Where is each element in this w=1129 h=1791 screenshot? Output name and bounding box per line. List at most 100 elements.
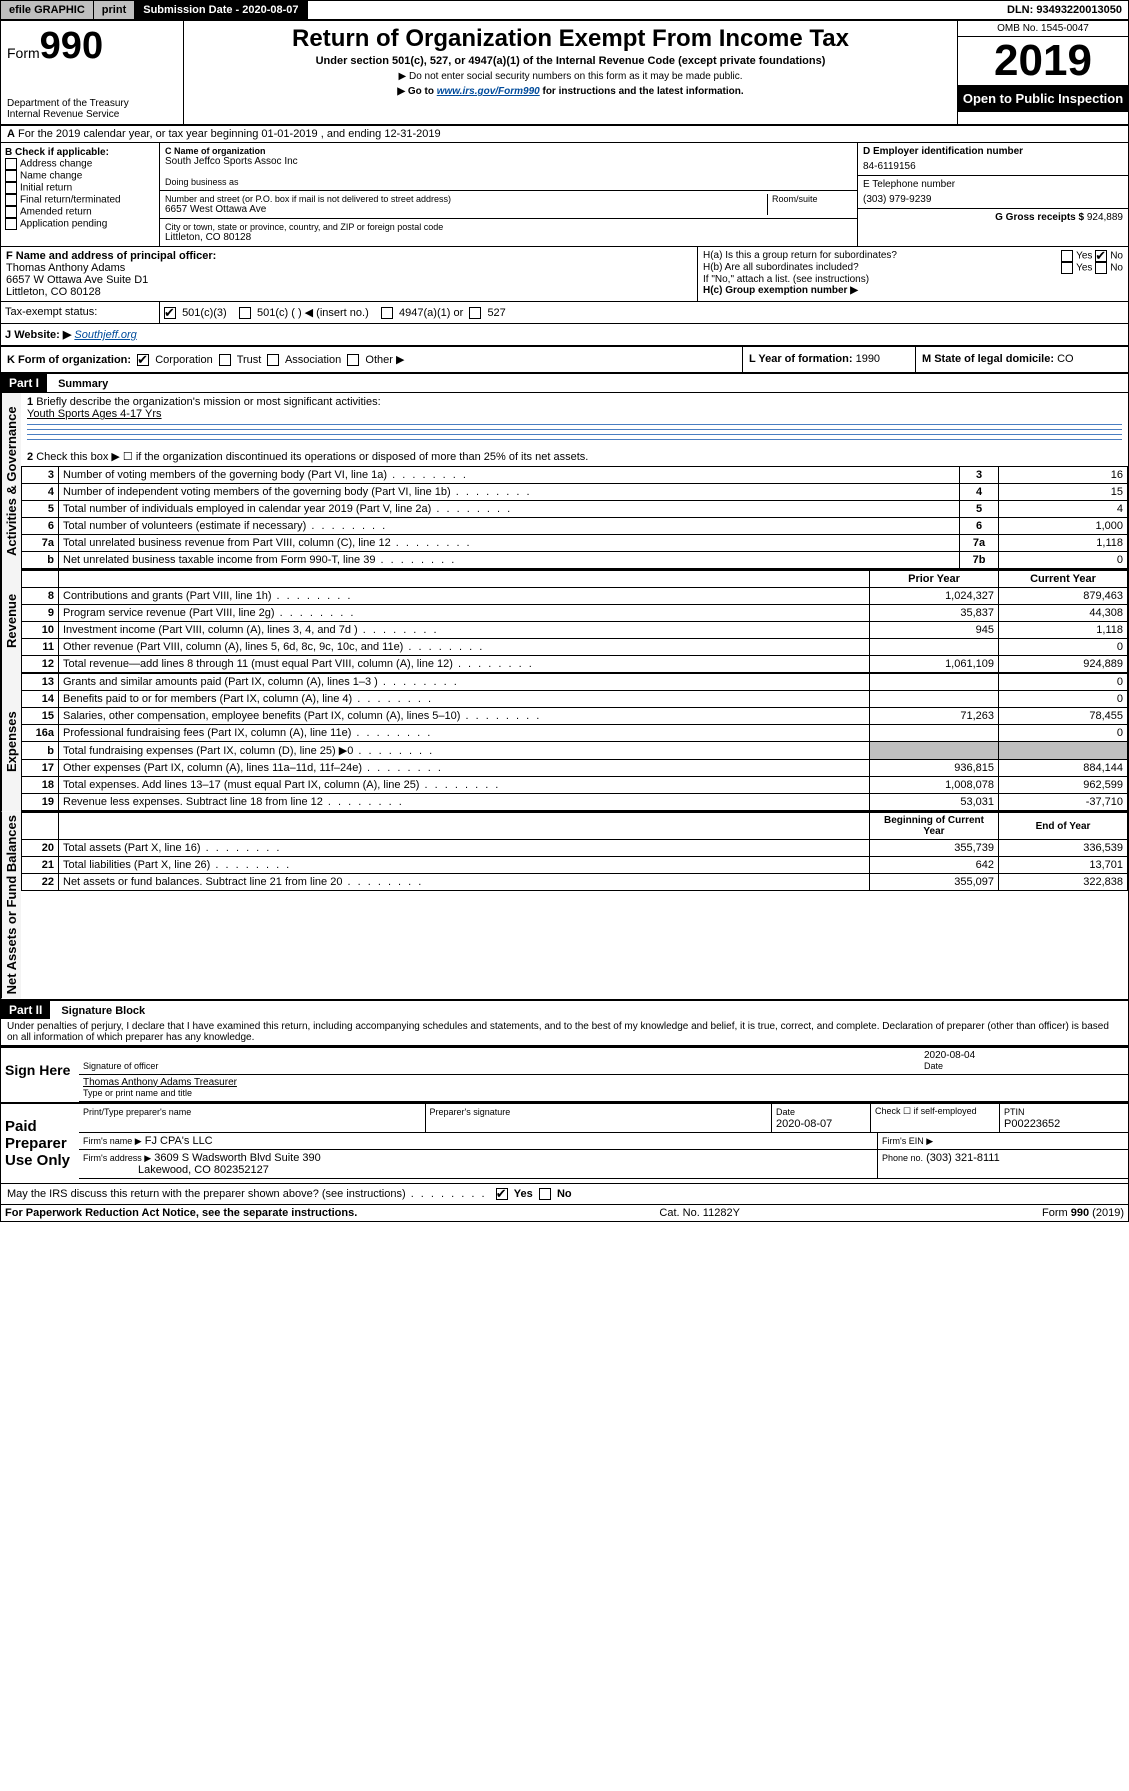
dba-lbl: Doing business as (165, 177, 852, 187)
part2-header: Part II Signature Block (1, 1001, 1128, 1019)
table-row: 13Grants and similar amounts paid (Part … (22, 674, 1128, 691)
k-other[interactable]: Other ▶ (365, 354, 404, 366)
k-lbl: K Form of organization: (7, 354, 131, 366)
prep-row3: Firm's address ▶ 3609 S Wadsworth Blvd S… (79, 1150, 1128, 1179)
prep-row2: Firm's name ▶ FJ CPA's LLC Firm's EIN ▶ (79, 1133, 1128, 1150)
cat-no: Cat. No. 11282Y (659, 1207, 740, 1219)
phone-val: (303) 979-9239 (863, 194, 1123, 205)
table-row: 5Total number of individuals employed in… (22, 501, 1128, 518)
self-emp[interactable]: Check ☐ if self-employed (871, 1104, 1000, 1133)
city: Littleton, CO 80128 (165, 232, 852, 243)
na-table: Beginning of Current Year End of Year 20… (21, 811, 1128, 891)
part2-sub: Signature Block (53, 1005, 145, 1017)
phone-cell: E Telephone number (303) 979-9239 (858, 176, 1128, 209)
sig-date: 2020-08-04 (924, 1050, 975, 1061)
prep-date: 2020-08-07 (776, 1118, 832, 1130)
typed-name: Thomas Anthony Adams Treasurer (83, 1077, 237, 1088)
prep-date-lbl: Date (776, 1107, 795, 1117)
footer: For Paperwork Reduction Act Notice, see … (1, 1204, 1128, 1221)
table-row: bNet unrelated business taxable income f… (22, 552, 1128, 569)
j-cell: J Website: ▶ Southjeff.org (1, 324, 141, 345)
goto-pre: ▶ Go to (397, 86, 436, 97)
k-corp[interactable]: Corporation (155, 354, 212, 366)
i-opts: 501(c)(3) 501(c) ( ) ◀ (insert no.) 4947… (160, 302, 1128, 323)
part1-title: Part I (1, 374, 47, 392)
chk-name[interactable]: Name change (5, 170, 155, 182)
top-bar: efile GRAPHIC print Submission Date - 20… (0, 0, 1129, 20)
f-h-section: F Name and address of principal officer:… (1, 247, 1128, 302)
col-c: C Name of organization South Jeffco Spor… (160, 143, 857, 246)
discuss-text: May the IRS discuss this return with the… (7, 1188, 406, 1200)
form-990: Form990 Department of the Treasury Inter… (0, 20, 1129, 1222)
l1-lbl: Briefly describe the organization's miss… (36, 396, 380, 408)
table-row: 19Revenue less expenses. Subtract line 1… (22, 794, 1128, 811)
i-501c3[interactable]: 501(c)(3) (182, 307, 227, 319)
org-name: South Jeffco Sports Assoc Inc (165, 156, 852, 167)
website-link[interactable]: Southjeff.org (74, 329, 136, 341)
firm-name: FJ CPA's LLC (145, 1135, 213, 1147)
table-row: bTotal fundraising expenses (Part IX, co… (22, 742, 1128, 760)
part2-title: Part II (1, 1001, 50, 1019)
ha-no[interactable]: No (1110, 251, 1123, 262)
hb-row: H(b) Are all subordinates included? Yes … (703, 262, 1123, 274)
chk-final[interactable]: Final return/terminated (5, 194, 155, 206)
ha-yes[interactable]: Yes (1076, 251, 1092, 262)
col-b-checks: B Check if applicable: Address change Na… (1, 143, 160, 246)
form-prefix: Form (7, 45, 40, 61)
sig-officer-row: Signature of officer 2020-08-04Date (79, 1048, 1128, 1075)
ha-row: H(a) Is this a group return for subordin… (703, 250, 1123, 262)
k-assoc[interactable]: Association (285, 354, 341, 366)
dln: DLN: 93493220013050 (1001, 2, 1128, 18)
m-val: CO (1057, 353, 1074, 365)
mission: Youth Sports Ages 4-17 Yrs (27, 408, 162, 420)
table-row: 11Other revenue (Part VIII, column (A), … (22, 639, 1128, 656)
chk-initial[interactable]: Initial return (5, 182, 155, 194)
part1-sub: Summary (50, 378, 108, 390)
efile-button[interactable]: efile GRAPHIC (1, 1, 94, 19)
i-501c[interactable]: 501(c) ( ) ◀ (insert no.) (257, 307, 369, 319)
table-row: 20Total assets (Part X, line 16)355,7393… (22, 840, 1128, 857)
print-button[interactable]: print (94, 1, 135, 19)
col-boy: Beginning of Current Year (870, 812, 999, 840)
chk-address[interactable]: Address change (5, 158, 155, 170)
hb-no[interactable]: No (1110, 263, 1123, 274)
table-row: 7aTotal unrelated business revenue from … (22, 535, 1128, 552)
irs-link[interactable]: www.irs.gov/Form990 (437, 86, 540, 97)
prep-row1: Print/Type preparer's name Preparer's si… (79, 1104, 1128, 1133)
ag-table: 3Number of voting members of the governi… (21, 466, 1128, 569)
vert-na: Net Assets or Fund Balances (1, 811, 21, 998)
discuss-no[interactable]: No (557, 1188, 572, 1200)
table-row: 4Number of independent voting members of… (22, 484, 1128, 501)
i-4947[interactable]: 4947(a)(1) or (399, 307, 463, 319)
ein-cell: D Employer identification number 84-6119… (858, 143, 1128, 176)
table-row: 22Net assets or fund balances. Subtract … (22, 874, 1128, 891)
open-inspection: Open to Public Inspection (958, 85, 1128, 112)
discuss-yes[interactable]: Yes (514, 1188, 533, 1200)
l-lbl: L Year of formation: (749, 353, 853, 365)
header-middle: Return of Organization Exempt From Incom… (184, 21, 957, 124)
na-header: Beginning of Current Year End of Year (22, 812, 1128, 840)
table-row: 21Total liabilities (Part X, line 26)642… (22, 857, 1128, 874)
discuss-row: May the IRS discuss this return with the… (1, 1183, 1128, 1204)
vert-ag: Activities & Governance (1, 393, 21, 569)
col-prior: Prior Year (870, 570, 999, 588)
chk-pending[interactable]: Application pending (5, 218, 155, 230)
tax-year: 2019 (958, 37, 1128, 85)
gross-lbl: G Gross receipts $ (995, 212, 1084, 223)
sig-off-lbl: Signature of officer (83, 1061, 158, 1071)
m-cell: M State of legal domicile: CO (915, 347, 1128, 372)
i-527[interactable]: 527 (487, 307, 505, 319)
j-lbl: Website: ▶ (14, 329, 71, 341)
chk-amended[interactable]: Amended return (5, 206, 155, 218)
header-left: Form990 Department of the Treasury Inter… (1, 21, 184, 124)
table-row: 12Total revenue—add lines 8 through 11 (… (22, 656, 1128, 673)
col-eoy: End of Year (999, 812, 1128, 840)
street-cell: Number and street (or P.O. box if mail i… (160, 191, 857, 219)
table-row: 17Other expenses (Part IX, column (A), l… (22, 760, 1128, 777)
hb-yes[interactable]: Yes (1076, 263, 1092, 274)
k-trust[interactable]: Trust (237, 354, 262, 366)
form-number: Form990 (7, 25, 177, 68)
city-lbl: City or town, state or province, country… (165, 222, 852, 232)
expenses-section: Expenses 13Grants and similar amounts pa… (1, 673, 1128, 811)
firm-phone: (303) 321-8111 (926, 1152, 1000, 1164)
